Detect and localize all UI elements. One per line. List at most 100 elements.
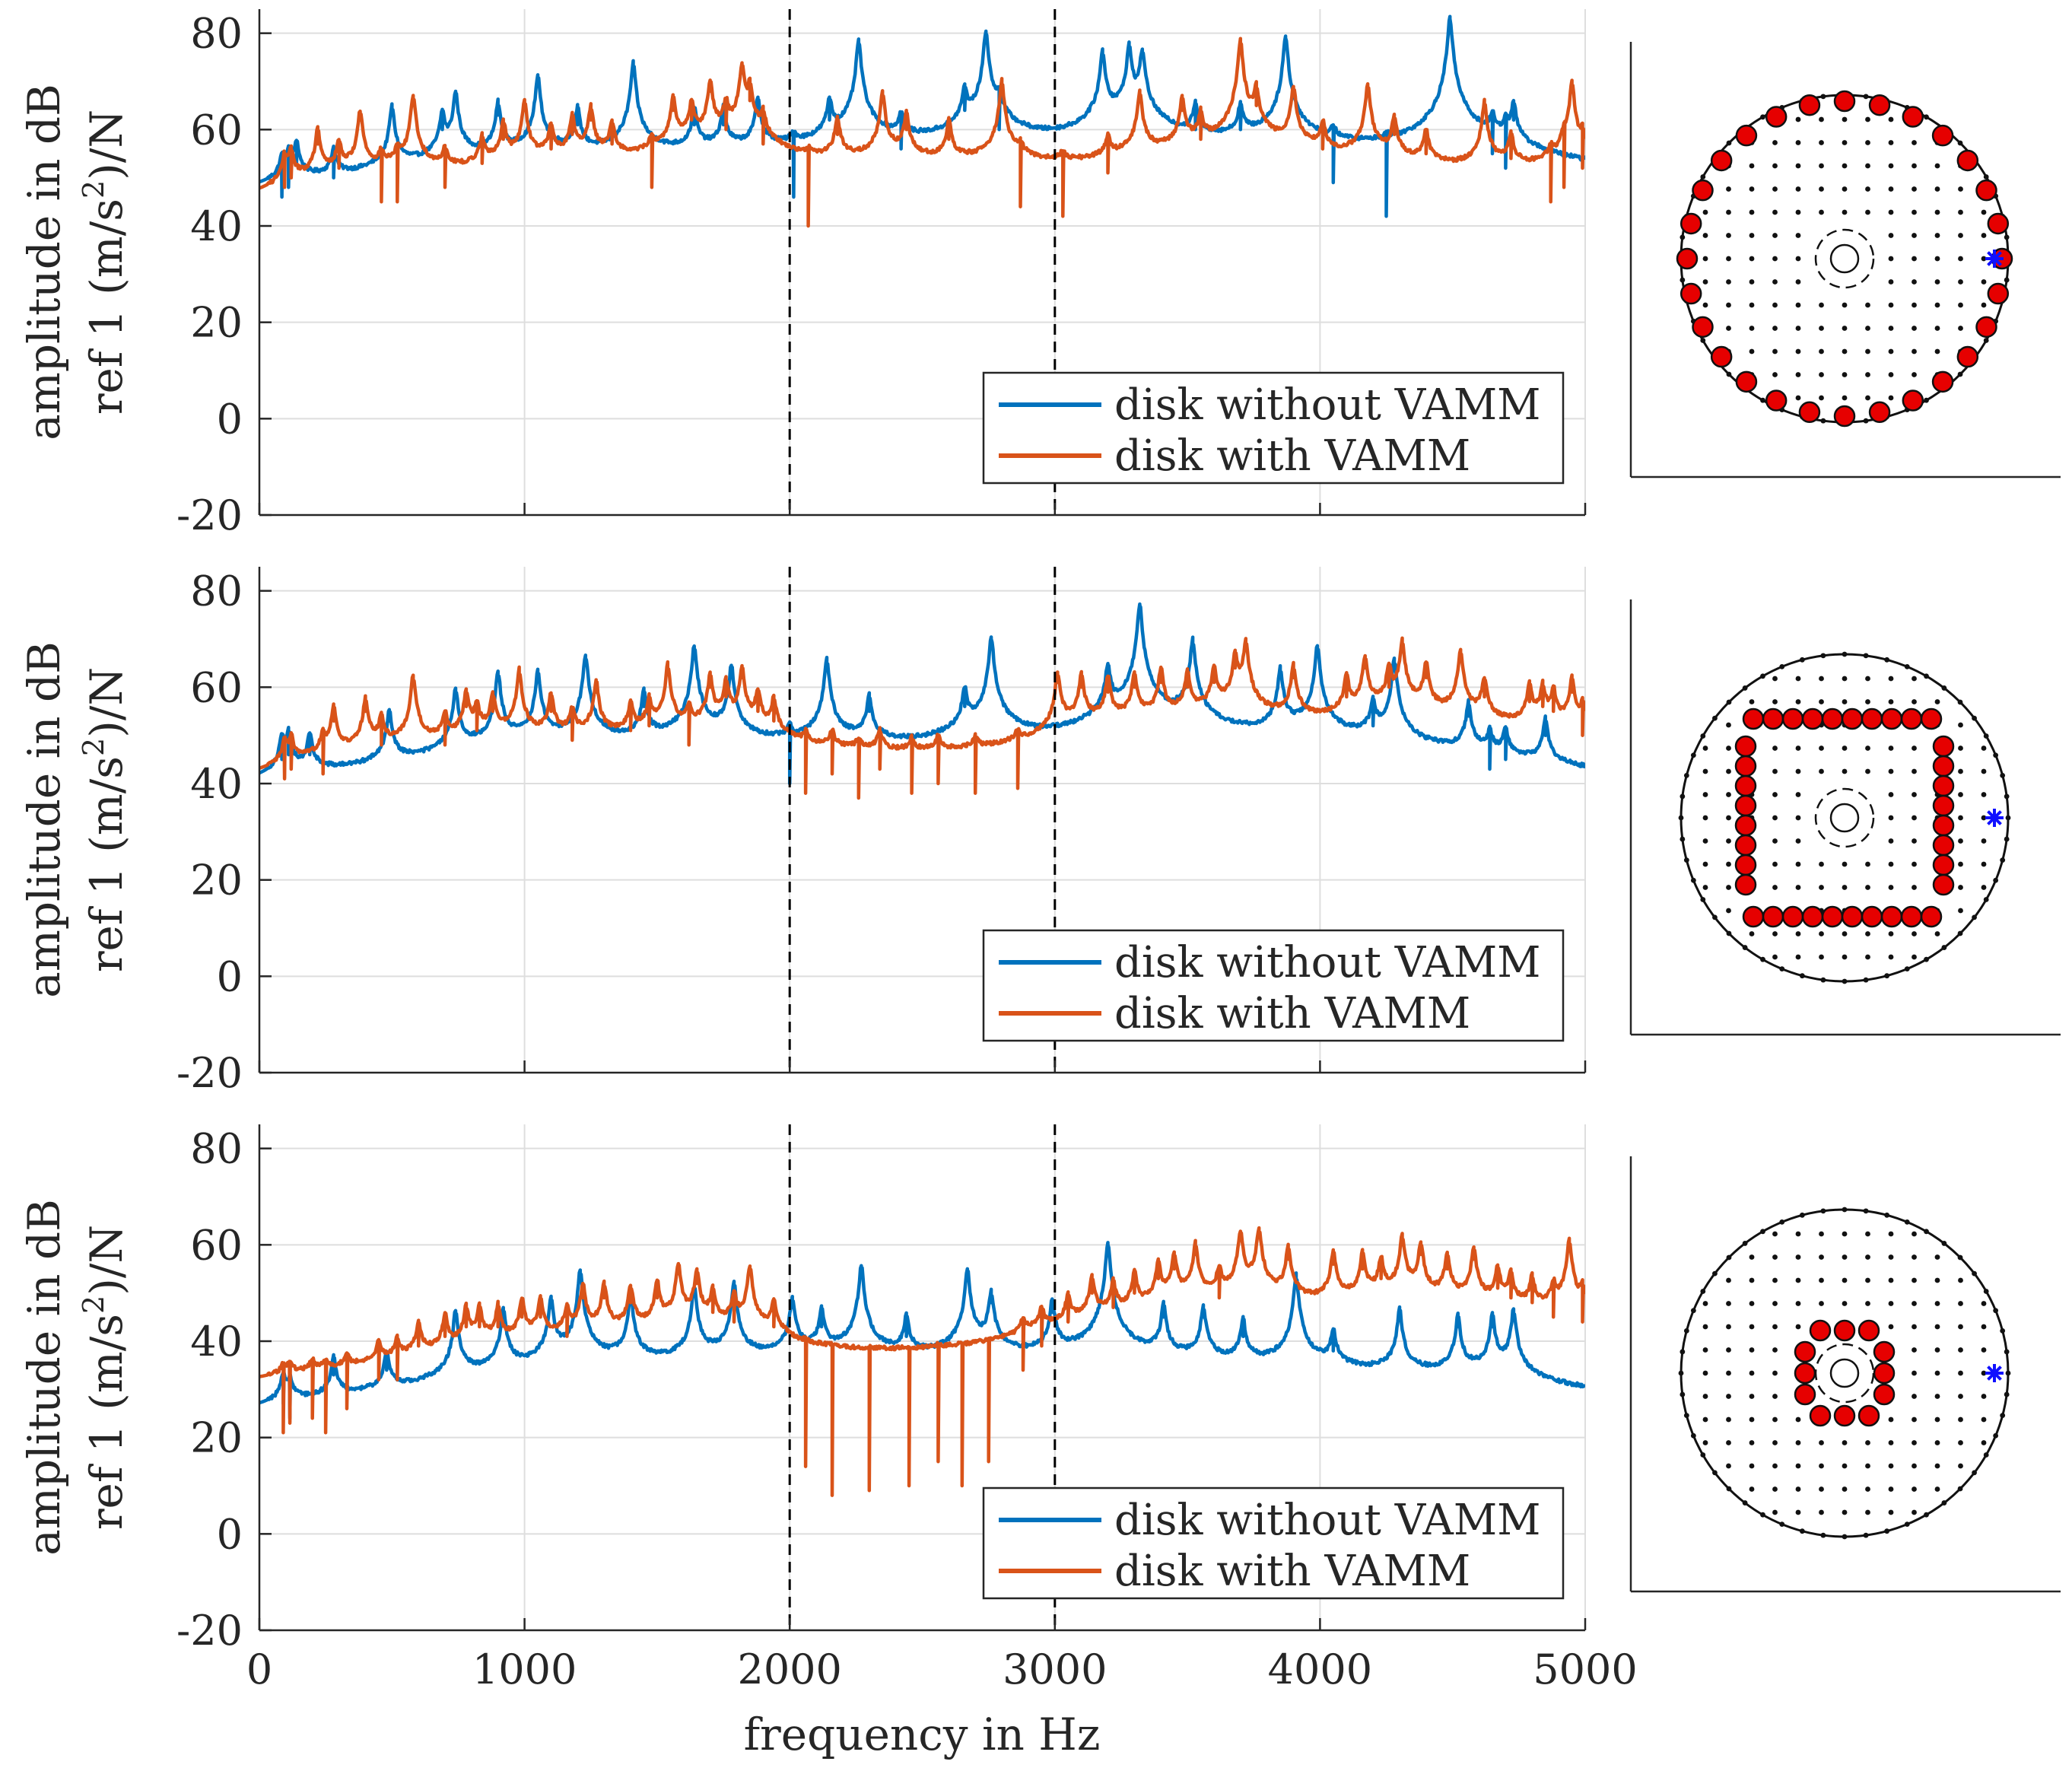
measurement-point (1865, 1463, 1870, 1469)
measurement-point (1795, 1254, 1801, 1260)
measurement-point (1981, 861, 1987, 867)
y-axis-label-unit-suffix: )/N (81, 110, 132, 180)
vamm-marker (1821, 905, 1844, 928)
measurement-point (1888, 1440, 1894, 1445)
measurement-point (1842, 954, 1848, 960)
measurement-point (1865, 140, 1870, 145)
measurement-point-rim (1957, 930, 1963, 936)
measurement-point (1865, 326, 1870, 331)
measurement-point (1819, 1254, 1824, 1260)
vamm-marker (1975, 179, 1997, 202)
measurement-point-rim (1712, 715, 1718, 721)
measurement-point-rim (1799, 973, 1805, 979)
inset-disk-top (1629, 42, 2061, 479)
measurement-point (1912, 768, 1917, 774)
measurement-point (1888, 140, 1894, 145)
vamm-marker (1781, 905, 1804, 928)
measurement-point-rim (1863, 1208, 1869, 1214)
y-axis-label-unit-suffix: )/N (81, 1225, 132, 1296)
measurement-point (1819, 954, 1824, 960)
y-tick-label: 60 (190, 663, 243, 711)
measurement-point (1934, 348, 1940, 355)
measurement-point (1749, 256, 1755, 262)
vamm-marker (1794, 1383, 1816, 1406)
measurement-point (1726, 885, 1731, 890)
vamm-marker (1798, 401, 1821, 424)
measurement-point (1772, 256, 1778, 262)
measurement-point (1726, 1416, 1731, 1423)
measurement-point (1772, 861, 1778, 867)
measurement-point (1795, 233, 1801, 238)
measurement-point-rim (1742, 1241, 1748, 1246)
measurement-point-rim (1904, 966, 1910, 972)
measurement-point (1912, 1231, 1917, 1237)
measurement-point-rim (1680, 793, 1686, 800)
measurement-point (1958, 279, 1963, 285)
measurement-point (1795, 699, 1801, 704)
measurement-point (1842, 931, 1848, 936)
measurement-point (1772, 279, 1778, 285)
measurement-point (1912, 861, 1917, 867)
vamm-marker (1880, 905, 1903, 928)
measurement-point-rim (1972, 1470, 1977, 1476)
measurement-point (1702, 1370, 1708, 1376)
measurement-point (1958, 722, 1963, 728)
measurement-point (1912, 186, 1917, 192)
measurement-point (1888, 1416, 1894, 1423)
vamm-marker (1680, 212, 1702, 235)
measurement-point (1934, 326, 1940, 331)
sensor-marker (1985, 809, 2004, 827)
measurement-point-rim (1779, 966, 1785, 972)
measurement-point-rim (1904, 663, 1910, 669)
y-axis-label-exponent: 2 (77, 180, 110, 199)
measurement-point (1981, 1440, 1987, 1445)
measurement-point (1749, 302, 1755, 308)
measurement-point (1981, 885, 1987, 890)
vamm-marker (1734, 794, 1757, 817)
measurement-point (1888, 279, 1894, 285)
measurement-point (1795, 861, 1801, 867)
measurement-point (1772, 1440, 1778, 1445)
legend-label-with-vamm: disk with VAMM (1114, 1547, 1470, 1596)
measurement-point (1726, 1277, 1731, 1283)
measurement-point (1795, 792, 1801, 797)
panel-top: -20 0 20 40 60 80 amplitude in dB ref 1 (m/s2)/… (18, 9, 1587, 539)
measurement-point (1888, 326, 1894, 331)
vamm-marker (1801, 905, 1824, 928)
vamm-marker (1932, 774, 1955, 797)
measurement-point-rim (1863, 94, 1869, 100)
vamm-marker (1735, 124, 1758, 147)
measurement-point (1842, 209, 1848, 215)
disk-hole (1829, 243, 1860, 274)
y-axis-label-unit: ref 1 (m/s (81, 756, 132, 972)
measurement-point (1888, 699, 1894, 704)
measurement-point-rim (1924, 1229, 1929, 1235)
measurement-point (1842, 1486, 1848, 1492)
measurement-point-rim (2005, 1370, 2011, 1376)
measurement-point-rim (1983, 733, 1989, 739)
y-tick-label: 0 (217, 395, 243, 443)
y-tick-label: -20 (176, 1607, 243, 1655)
measurement-point (1934, 1254, 1940, 1260)
disk-hub-dashed (1814, 228, 1875, 289)
measurement-point (1795, 163, 1801, 169)
sensor-marker (1985, 250, 2004, 268)
measurement-point (1772, 1301, 1778, 1306)
legend-box (982, 929, 1565, 1042)
measurement-point (1912, 256, 1917, 262)
measurement-point (1772, 931, 1778, 936)
measurement-point (1795, 1463, 1801, 1469)
measurement-point (1772, 302, 1778, 308)
measurement-point (1749, 326, 1755, 331)
legend-label-without-vamm: disk without VAMM (1114, 938, 1541, 987)
measurement-point (1912, 1463, 1917, 1469)
measurement-point (1702, 279, 1708, 285)
measurement-point (1934, 163, 1940, 169)
measurement-point (1795, 1231, 1801, 1237)
measurement-point-rim (1799, 1528, 1805, 1534)
measurement-point-rim (1884, 973, 1890, 979)
measurement-point (1888, 348, 1894, 355)
measurement-point (1749, 1394, 1755, 1399)
measurement-point (1726, 1347, 1731, 1353)
vamm-marker (1798, 94, 1821, 116)
